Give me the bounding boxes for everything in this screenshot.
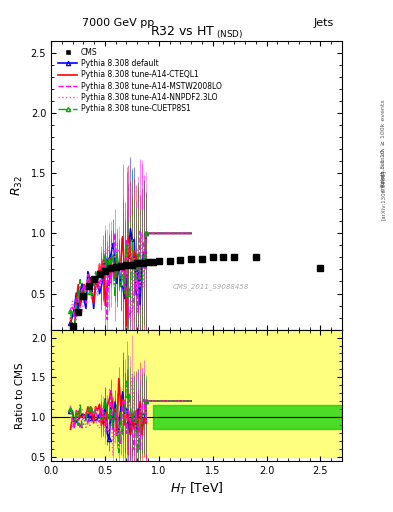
Text: [arXiv:1306.3436]: [arXiv:1306.3436] <box>381 169 386 220</box>
Bar <box>153 405 342 429</box>
Text: Rivet 3.1.10, ≥ 100k events: Rivet 3.1.10, ≥ 100k events <box>381 99 386 187</box>
Text: CMS_2011_S9088458: CMS_2011_S9088458 <box>173 283 249 290</box>
Text: mcplots.cern.ch: mcplots.cern.ch <box>381 147 386 191</box>
Y-axis label: $R_{32}$: $R_{32}$ <box>10 175 25 196</box>
X-axis label: $H_T$ [TeV]: $H_T$ [TeV] <box>170 481 223 497</box>
Title: R32 vs HT$_{\rm \ (NSD)}$: R32 vs HT$_{\rm \ (NSD)}$ <box>150 25 243 41</box>
Legend: CMS, Pythia 8.308 default, Pythia 8.308 tune-A14-CTEQL1, Pythia 8.308 tune-A14-M: CMS, Pythia 8.308 default, Pythia 8.308 … <box>55 45 225 116</box>
Text: Jets: Jets <box>314 18 334 28</box>
Text: 7000 GeV pp: 7000 GeV pp <box>82 18 154 28</box>
Bar <box>51 330 342 457</box>
Y-axis label: Ratio to CMS: Ratio to CMS <box>15 362 25 429</box>
